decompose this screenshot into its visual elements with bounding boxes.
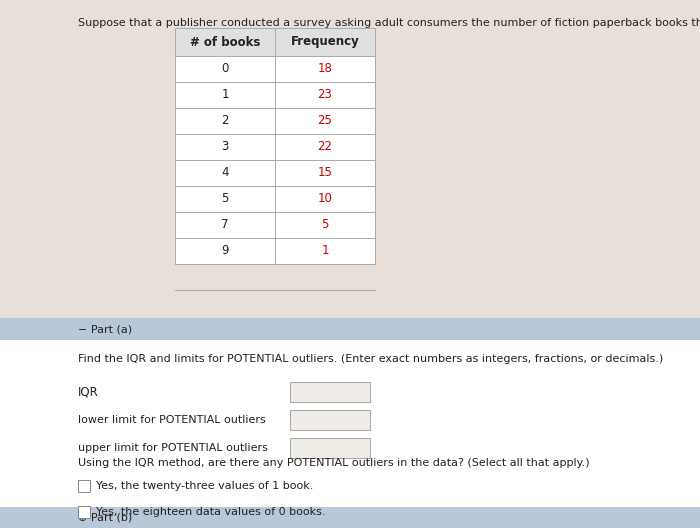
Text: lower limit for POTENTIAL outliers: lower limit for POTENTIAL outliers — [78, 415, 266, 425]
Text: Using the IQR method, are there any POTENTIAL outliers in the data? (Select all : Using the IQR method, are there any POTE… — [78, 458, 589, 468]
Bar — [290, 438, 370, 458]
Text: IQR: IQR — [78, 385, 99, 399]
Text: ⊕ Part (b): ⊕ Part (b) — [78, 513, 132, 523]
Text: 15: 15 — [318, 166, 332, 180]
Text: 7: 7 — [221, 219, 229, 231]
Text: Yes, the twenty-three values of 1 book.: Yes, the twenty-three values of 1 book. — [96, 481, 314, 491]
Bar — [78, 506, 90, 518]
Text: 22: 22 — [318, 140, 332, 154]
Bar — [175, 28, 375, 264]
Bar — [78, 480, 90, 492]
Bar — [0, 340, 700, 507]
Text: Frequency: Frequency — [290, 35, 359, 49]
Text: 3: 3 — [221, 140, 229, 154]
Text: 10: 10 — [318, 193, 332, 205]
Text: 4: 4 — [221, 166, 229, 180]
Bar — [175, 28, 375, 56]
Text: Find the IQR and limits for POTENTIAL outliers. (Enter exact numbers as integers: Find the IQR and limits for POTENTIAL ou… — [78, 354, 664, 364]
Text: Suppose that a publisher conducted a survey asking adult consumers the number of: Suppose that a publisher conducted a sur… — [78, 18, 700, 28]
Text: 23: 23 — [318, 89, 332, 101]
Text: 1: 1 — [321, 244, 329, 258]
Text: 9: 9 — [221, 244, 229, 258]
Text: 18: 18 — [318, 62, 332, 76]
Text: 25: 25 — [318, 115, 332, 127]
Text: 5: 5 — [221, 193, 229, 205]
Text: # of books: # of books — [190, 35, 260, 49]
Text: 5: 5 — [321, 219, 329, 231]
Text: 0: 0 — [221, 62, 229, 76]
Text: 2: 2 — [221, 115, 229, 127]
Text: − Part (a): − Part (a) — [78, 324, 132, 334]
Bar — [0, 507, 700, 528]
Text: 1: 1 — [221, 89, 229, 101]
Bar — [290, 382, 370, 402]
Bar — [0, 318, 700, 340]
Text: upper limit for POTENTIAL outliers: upper limit for POTENTIAL outliers — [78, 443, 268, 453]
Text: Yes, the eighteen data values of 0 books.: Yes, the eighteen data values of 0 books… — [96, 507, 326, 517]
Bar — [290, 410, 370, 430]
